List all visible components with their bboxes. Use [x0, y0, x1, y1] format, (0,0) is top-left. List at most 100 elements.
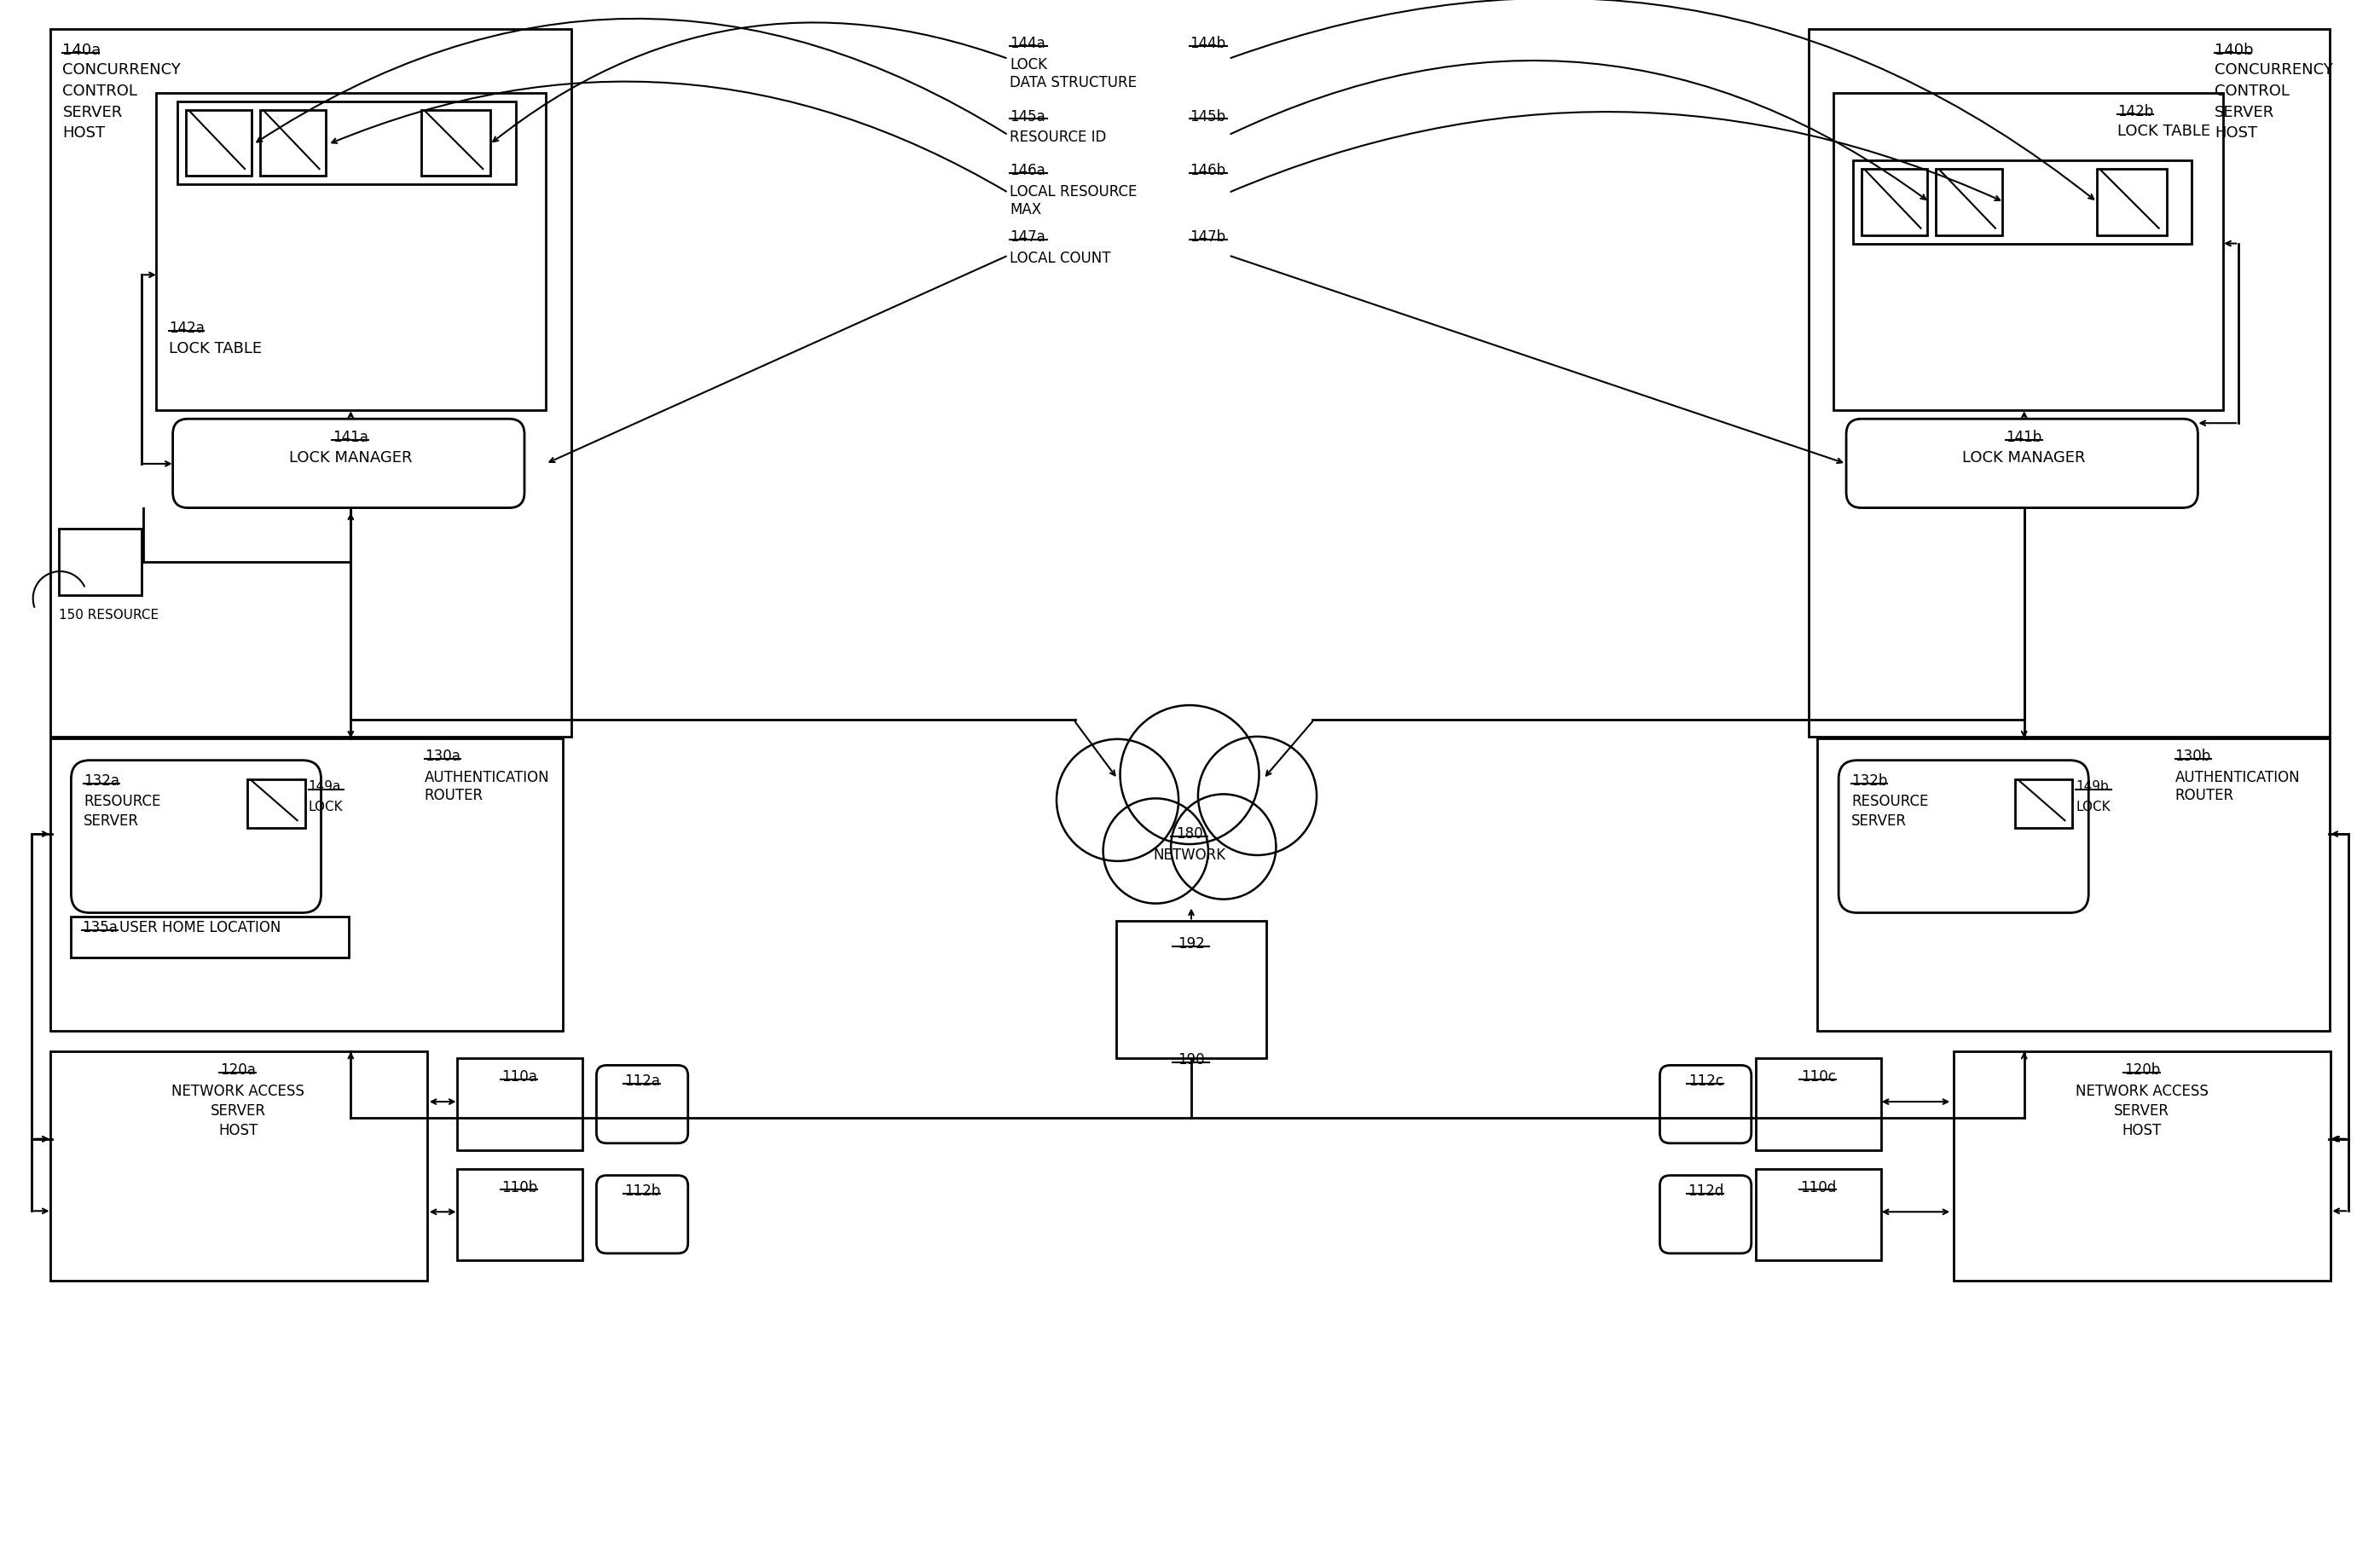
Text: 120a: 120a [221, 1062, 257, 1077]
Text: 142b: 142b [2118, 103, 2154, 119]
Bar [60, 530, 140, 596]
FancyBboxPatch shape [1659, 1066, 1752, 1143]
FancyBboxPatch shape [1847, 420, 2197, 508]
Bar [50, 1052, 426, 1281]
Text: 147a: 147a [1009, 229, 1045, 245]
FancyBboxPatch shape [1659, 1176, 1752, 1253]
Circle shape [1121, 706, 1259, 845]
Text: 192: 192 [1178, 936, 1204, 952]
Bar [1818, 739, 2330, 1030]
Text: 147b: 147b [1190, 229, 1226, 245]
Text: HOST: HOST [62, 125, 105, 141]
Text: CONCURRENCY: CONCURRENCY [62, 63, 181, 77]
Bar [155, 94, 545, 411]
Bar [457, 1168, 583, 1261]
Bar [1756, 1058, 1880, 1151]
Text: 120b: 120b [2123, 1062, 2161, 1077]
Text: ROUTER: ROUTER [2175, 787, 2235, 803]
Text: AUTHENTICATION: AUTHENTICATION [424, 770, 550, 784]
Circle shape [1197, 737, 1316, 856]
Text: SERVER: SERVER [209, 1102, 267, 1118]
Text: NETWORK ACCESS: NETWORK ACCESS [171, 1083, 305, 1099]
Text: AUTHENTICATION: AUTHENTICATION [2175, 770, 2299, 784]
Text: 130a: 130a [424, 748, 459, 764]
Bar [259, 110, 326, 177]
Text: RESOURCE ID: RESOURCE ID [1009, 130, 1107, 146]
Bar [1833, 94, 2223, 411]
Text: 112a: 112a [624, 1073, 659, 1088]
Text: 132b: 132b [1852, 773, 1887, 787]
Circle shape [1171, 795, 1276, 900]
Text: 145b: 145b [1190, 108, 1226, 124]
Text: 132a: 132a [83, 773, 119, 787]
Bar [186, 110, 252, 177]
Text: 149a: 149a [309, 779, 340, 792]
Text: NETWORK: NETWORK [1154, 847, 1226, 862]
Text: USER HOME LOCATION: USER HOME LOCATION [119, 920, 281, 935]
Text: 141a: 141a [333, 430, 369, 445]
Text: 141b: 141b [2006, 430, 2042, 445]
Text: LOCK: LOCK [309, 801, 343, 814]
Text: HOST: HOST [2216, 125, 2259, 141]
Text: CONCURRENCY: CONCURRENCY [2216, 63, 2332, 77]
Text: LOCK: LOCK [2075, 801, 2111, 814]
Text: LOCK MANAGER: LOCK MANAGER [1963, 450, 2085, 466]
Text: RESOURCE: RESOURCE [1852, 793, 1928, 809]
Text: 142a: 142a [169, 320, 205, 336]
Text: HOST: HOST [219, 1123, 257, 1138]
Text: 130b: 130b [2175, 748, 2211, 764]
Text: 144b: 144b [1190, 36, 1226, 52]
Text: 150 RESOURCE: 150 RESOURCE [60, 608, 159, 621]
Text: HOST: HOST [2123, 1123, 2161, 1138]
Circle shape [1057, 740, 1178, 861]
Text: CONTROL: CONTROL [2216, 83, 2290, 99]
FancyBboxPatch shape [71, 760, 321, 913]
Text: 112d: 112d [1687, 1184, 1723, 1198]
Text: 144a: 144a [1009, 36, 1045, 52]
Text: 146a: 146a [1009, 163, 1045, 179]
Bar [176, 102, 516, 185]
FancyBboxPatch shape [174, 420, 524, 508]
Bar [248, 779, 305, 828]
Bar [1809, 30, 2330, 737]
Bar [1935, 169, 2002, 235]
FancyBboxPatch shape [1840, 760, 2090, 913]
Text: CONTROL: CONTROL [62, 83, 138, 99]
Text: 110b: 110b [502, 1179, 538, 1195]
Text: LOCAL COUNT: LOCAL COUNT [1009, 251, 1111, 265]
Text: 112b: 112b [624, 1184, 659, 1198]
Text: LOCK MANAGER: LOCK MANAGER [288, 450, 412, 466]
Text: RESOURCE: RESOURCE [83, 793, 162, 809]
Text: 135a: 135a [83, 920, 119, 935]
Text: 112c: 112c [1687, 1073, 1723, 1088]
Text: LOCK TABLE: LOCK TABLE [169, 340, 262, 356]
Text: 110a: 110a [502, 1069, 538, 1083]
Text: LOCAL RESOURCE: LOCAL RESOURCE [1009, 183, 1138, 199]
Text: MAX: MAX [1009, 202, 1042, 218]
Bar [457, 1058, 583, 1151]
Bar [50, 30, 571, 737]
Bar [421, 110, 490, 177]
Text: SERVER: SERVER [2216, 105, 2275, 119]
Text: SERVER: SERVER [62, 105, 121, 119]
Text: SERVER: SERVER [2113, 1102, 2171, 1118]
Text: LOCK TABLE: LOCK TABLE [2118, 124, 2211, 140]
Text: 149b: 149b [2075, 779, 2109, 792]
Text: 146b: 146b [1190, 163, 1226, 179]
Text: NETWORK ACCESS: NETWORK ACCESS [2075, 1083, 2209, 1099]
Text: 140b: 140b [2216, 42, 2254, 58]
Text: 145a: 145a [1009, 108, 1045, 124]
Bar [1861, 169, 1928, 235]
Text: 140a: 140a [62, 42, 102, 58]
Bar [2097, 169, 2166, 235]
Text: SERVER: SERVER [83, 814, 140, 828]
Text: 110d: 110d [1799, 1179, 1837, 1195]
Bar [1116, 922, 1266, 1058]
Bar [1854, 162, 2192, 245]
Bar [71, 917, 350, 958]
Circle shape [1104, 798, 1209, 903]
Bar [2016, 779, 2073, 828]
Text: SERVER: SERVER [1852, 814, 1906, 828]
FancyBboxPatch shape [597, 1176, 688, 1253]
Text: 180: 180 [1176, 826, 1202, 842]
